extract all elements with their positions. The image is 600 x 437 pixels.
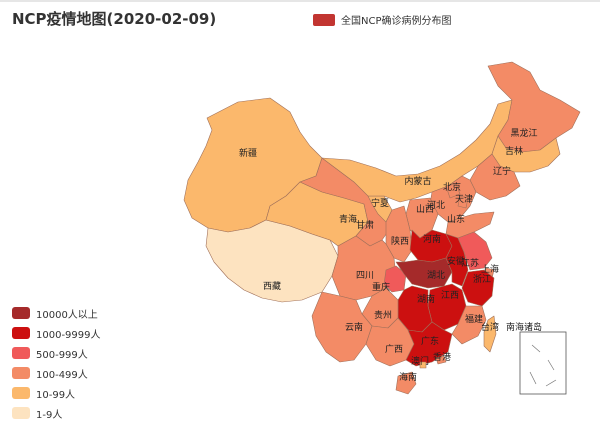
- province-label: 浙江: [473, 273, 491, 285]
- series-legend-label: 全国NCP确诊病例分布图: [341, 16, 452, 27]
- province-label: 北京: [443, 181, 461, 193]
- visual-map-legend: 10000人以上 1000-9999人 500-999人 100-499人 10…: [12, 306, 101, 421]
- visual-map-label: 1000-9999人: [36, 329, 101, 341]
- province-label: 江西: [441, 290, 459, 301]
- visual-map-item[interactable]: 1000-9999人: [12, 326, 101, 341]
- province-label: 台湾: [481, 321, 499, 333]
- visual-map-swatch: [12, 367, 30, 379]
- visual-map-item[interactable]: 100-499人: [12, 366, 101, 381]
- visual-map-label: 500-999人: [36, 349, 88, 361]
- province-label: 宁夏: [371, 197, 389, 209]
- province-tianjin[interactable]: [457, 195, 469, 209]
- series-legend-swatch: [313, 13, 335, 26]
- visual-map-swatch: [12, 327, 30, 339]
- province-label: 天津: [455, 194, 473, 205]
- province-yunnan[interactable]: [311, 291, 373, 363]
- province-label: 河南: [423, 233, 441, 245]
- province-label: 湖北: [427, 270, 445, 281]
- province-label: 山东: [447, 213, 465, 225]
- province-taiwan[interactable]: [483, 315, 497, 353]
- province-label: 云南: [345, 321, 363, 333]
- province-label: 河北: [427, 199, 445, 211]
- province-label: 青海: [339, 213, 357, 225]
- province-label: 陕西: [391, 235, 409, 247]
- page-title: NCP疫情地图(2020-02-09): [12, 10, 217, 28]
- province-label: 安徽: [447, 255, 465, 267]
- visual-map-label: 10-99人: [36, 389, 76, 401]
- visual-map-swatch: [12, 307, 30, 319]
- province-label: 吉林: [505, 145, 523, 157]
- province-label: 辽宁: [493, 165, 511, 177]
- top-divider: [0, 0, 600, 2]
- province-label: 上海: [481, 263, 499, 275]
- province-label: 澳门: [411, 355, 429, 367]
- province-label: 南海诸岛: [506, 321, 542, 333]
- series-legend[interactable]: 全国NCP确诊病例分布图: [313, 12, 452, 27]
- province-label: 甘肃: [356, 219, 374, 231]
- province-label: 四川: [356, 271, 374, 281]
- province-label: 海南: [399, 371, 417, 383]
- province-jiangsu[interactable]: [457, 231, 493, 271]
- visual-map-swatch: [12, 387, 30, 399]
- province-guangdong[interactable]: [405, 321, 453, 367]
- province-tibet[interactable]: [205, 219, 339, 303]
- visual-map-item[interactable]: 1-9人: [12, 406, 101, 421]
- province-label: 贵州: [374, 309, 392, 321]
- province-label: 重庆: [372, 281, 390, 293]
- south-china-sea-inset: [519, 331, 567, 395]
- province-label: 香港: [433, 351, 451, 363]
- province-macau[interactable]: [419, 361, 427, 369]
- province-fujian[interactable]: [451, 305, 487, 345]
- province-label: 黑龙江: [510, 127, 537, 139]
- visual-map-label: 1-9人: [36, 409, 63, 421]
- province-label: 广西: [385, 343, 403, 355]
- province-hongkong[interactable]: [435, 355, 447, 365]
- province-label: 山西: [416, 204, 434, 215]
- province-hainan[interactable]: [395, 371, 417, 395]
- visual-map-label: 100-499人: [36, 369, 88, 381]
- province-beijing[interactable]: [445, 183, 461, 199]
- visual-map-item[interactable]: 500-999人: [12, 346, 101, 361]
- province-label: 西藏: [263, 280, 281, 292]
- visual-map-label: 10000人以上: [36, 309, 98, 321]
- province-label: 新疆: [239, 147, 257, 159]
- visual-map-item[interactable]: 10000人以上: [12, 306, 101, 321]
- province-label: 广东: [421, 335, 439, 347]
- province-label: 江苏: [461, 257, 479, 269]
- province-label: 福建: [465, 313, 483, 325]
- visual-map-swatch: [12, 347, 30, 359]
- visual-map-item[interactable]: 10-99人: [12, 386, 101, 401]
- province-zhejiang[interactable]: [461, 269, 495, 307]
- province-label: 内蒙古: [404, 175, 431, 187]
- province-label: 湖南: [417, 293, 435, 305]
- visual-map-swatch: [12, 407, 30, 419]
